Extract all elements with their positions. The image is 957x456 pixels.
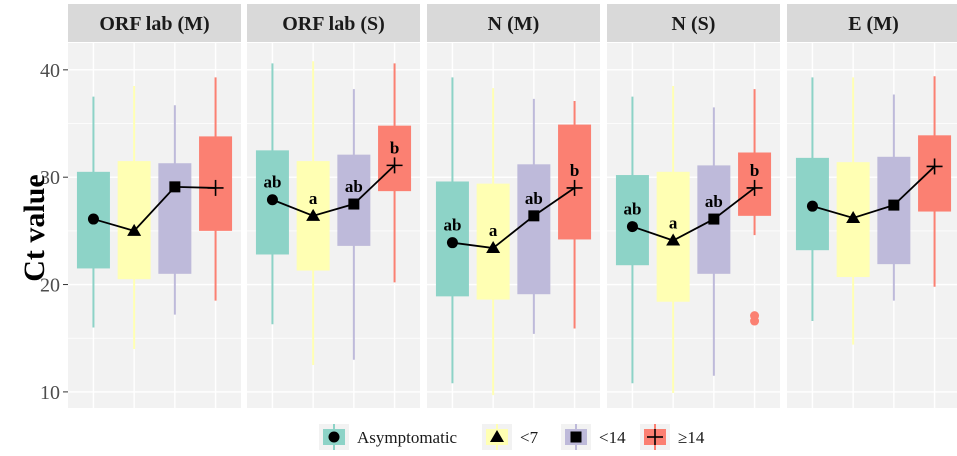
mean-marker-triangle [486,241,501,254]
facet-strip [68,4,241,42]
mean-marker-square [348,198,360,210]
box-1 [615,96,649,384]
facet-title: ORF lab (M) [99,13,209,35]
box-4 [558,100,592,329]
legend-marker-square [570,431,582,443]
mean-marker-triangle [127,223,142,236]
box-iqr [117,161,151,280]
legend-label: ≥14 [678,428,705,447]
y-tick-label: 10 [40,382,60,404]
facet-panel: E (M) [787,4,957,408]
mean-marker-square [528,210,540,222]
significance-label: ab [525,189,543,208]
facet-title: N (M) [488,13,540,35]
significance-label: a [489,221,498,240]
y-tick-label: 40 [40,60,60,82]
mean-marker-circle [446,237,458,249]
legend-item: Asymptomatic [319,424,458,450]
significance-label: b [570,161,579,180]
y-axis: 10 20 30 40 [40,60,68,404]
mean-marker-plus [566,179,583,196]
facet-strip [607,4,780,42]
box-iqr [615,175,649,266]
facet-panel: N (M) ab a ab b [427,4,600,408]
box-iqr [517,164,551,295]
facet-panel: ORF lab (S) ab a ab b [247,4,420,408]
box-3 [517,98,551,334]
mean-marker-triangle [846,210,861,223]
significance-label: ab [263,173,281,192]
legend-marker-circle [328,431,340,443]
y-axis-title: Ct value [18,174,51,282]
mean-marker-circle [266,194,278,206]
significance-label: ab [345,177,363,196]
legend: Asymptomatic <7 <14 ≥14 [319,424,705,450]
mean-marker-triangle [666,233,681,246]
mean-marker-plus [926,158,943,175]
box-4 [918,76,952,287]
significance-label: ab [705,192,723,211]
mean-line [272,164,396,217]
mean-marker-circle [626,221,638,233]
significance-label: b [750,161,759,180]
y-tick-label: 30 [40,167,60,189]
y-tick-label: 20 [40,275,60,297]
mean-line [93,185,216,232]
legend-label: <7 [520,428,539,447]
mean-marker-circle [806,200,818,212]
outlier-point [750,316,760,326]
facet-panel: N (S) ab a ab b [607,4,780,408]
mean-marker-plus [746,179,763,196]
facet-title: ORF lab (S) [282,13,385,35]
legend-marker-plus [647,429,663,445]
facet-strip [427,4,600,42]
legend-marker-triangle [490,430,504,442]
significance-label: a [309,189,318,208]
mean-line [812,165,936,219]
mean-marker-square [169,181,181,193]
mean-marker-triangle [306,208,321,221]
mean-line [452,187,576,249]
mean-marker-square [708,213,720,225]
legend-item: <7 [482,424,539,450]
box-iqr [158,163,192,274]
mean-marker-circle [87,213,99,225]
facet-strip [247,4,420,42]
facet-title: N (S) [672,13,716,35]
significance-label: ab [623,200,641,219]
legend-label: <14 [599,428,626,447]
significance-label: a [669,214,678,233]
significance-label: ab [443,216,461,235]
facet-strip [787,4,957,42]
facet-panel: ORF lab (M) [68,4,241,408]
mean-line [632,187,756,242]
facet-title: E (M) [848,13,899,35]
mean-marker-square [888,199,900,211]
legend-label: Asymptomatic [357,428,458,447]
mean-marker-plus [207,179,224,196]
legend-item: ≥14 [640,424,705,450]
significance-label: b [390,138,399,157]
legend-item: <14 [561,424,626,450]
mean-marker-plus [386,157,403,174]
